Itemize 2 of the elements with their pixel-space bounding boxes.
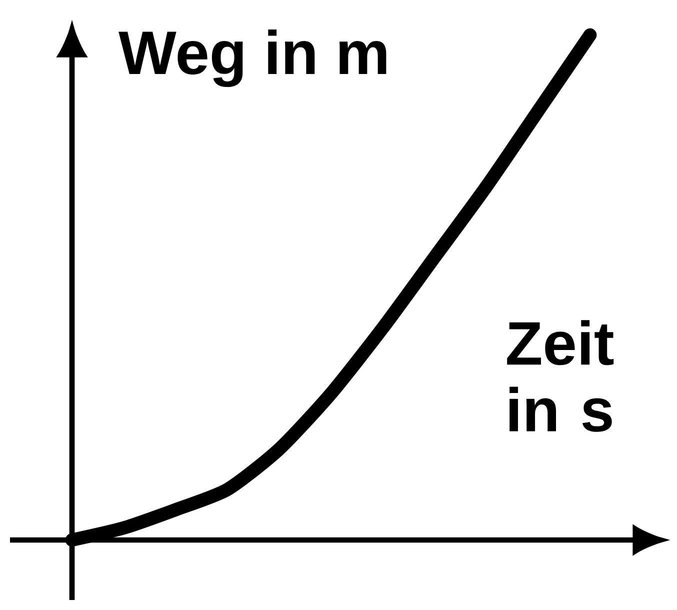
y-axis-title: Weg in m <box>118 30 386 87</box>
x-axis-title: Zeit in s <box>507 320 614 432</box>
